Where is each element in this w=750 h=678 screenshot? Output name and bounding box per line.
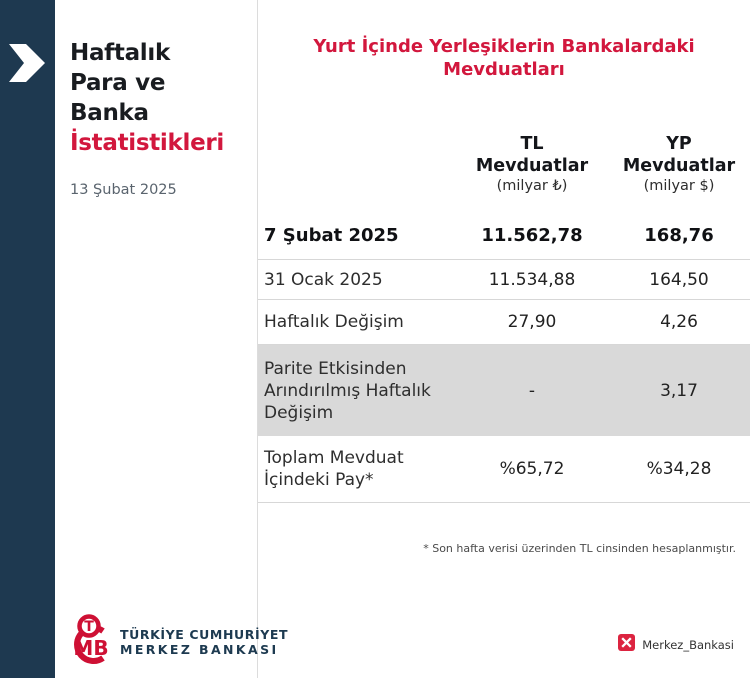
table-row-share-of-total: Toplam Mevduat İçindeki Pay* %65,72 %34,…	[258, 436, 750, 503]
row-label: Haftalık Değişim	[264, 312, 404, 332]
tcmb-emblem-icon: T MB	[64, 614, 114, 670]
chevron-right-icon	[9, 44, 46, 86]
column-header-yp-top: YP	[666, 134, 692, 154]
column-header-tl: TL Mevduatlar (milyar ₺)	[456, 133, 608, 196]
row-label: 31 Ocak 2025	[264, 269, 383, 290]
bank-name-line1: TÜRKİYE CUMHURİYET	[120, 627, 289, 642]
table-footnote: * Son hafta verisi üzerinden TL cinsinde…	[423, 542, 736, 555]
row-value-yp: %34,28	[646, 459, 712, 479]
row-value-tl: 11.534,88	[488, 269, 576, 290]
page-title-line3: Banka	[70, 100, 149, 126]
page-title-accent: İstatistikleri	[70, 130, 225, 156]
row-value-tl: %65,72	[499, 459, 565, 479]
column-header-yp-unit: (milyar $)	[643, 178, 715, 194]
row-value-yp: 164,50	[649, 269, 709, 290]
table-row-weekly-change: Haftalık Değişim 27,90 4,26	[258, 300, 750, 345]
table-row-parity-adjusted-change: Parite Etkisinden Arındırılmış Haftalık …	[258, 345, 750, 436]
main-content: Yurt İçinde Yerleşiklerin Bankalardaki M…	[258, 0, 750, 555]
page-title-line2: Para ve	[70, 70, 166, 96]
column-header-yp-bottom: Mevduatlar	[622, 156, 736, 176]
svg-text:T: T	[84, 619, 94, 635]
row-value-tl: 11.562,78	[481, 225, 583, 246]
tcmb-logo: T MB TÜRKİYE CUMHURİYET MERKEZ BANKASI	[64, 614, 288, 670]
table-header-row: TL Mevduatlar (milyar ₺) YP Mevduatlar (…	[258, 133, 750, 213]
row-value-yp: 4,26	[660, 312, 698, 332]
page-title: Haftalık Para ve Banka İstatistikleri	[70, 38, 256, 158]
column-header-tl-unit: (milyar ₺)	[496, 178, 568, 194]
bank-name-line2: MERKEZ BANKASI	[120, 642, 279, 657]
row-label: Toplam Mevduat İçindeki Pay*	[264, 448, 404, 490]
row-value-tl: 27,90	[507, 312, 557, 332]
row-label: Parite Etkisinden Arındırılmış Haftalık …	[264, 358, 431, 423]
column-header-tl-top: TL	[520, 134, 544, 154]
chart-title: Yurt İçinde Yerleşiklerin Bankalardaki M…	[313, 36, 695, 80]
row-value-tl: -	[528, 380, 536, 401]
row-value-yp: 168,76	[644, 225, 714, 246]
report-date: 13 Şubat 2025	[70, 182, 177, 198]
social-handle-text: Merkez_Bankasi	[642, 637, 734, 652]
x-twitter-icon	[618, 634, 636, 655]
deposits-table: TL Mevduatlar (milyar ₺) YP Mevduatlar (…	[258, 133, 750, 503]
social-handle-block: Merkez_Bankasi	[618, 634, 734, 655]
row-label: 7 Şubat 2025	[264, 225, 399, 246]
column-header-tl-bottom: Mevduatlar	[475, 156, 589, 176]
sidebar-accent-bar	[0, 0, 55, 678]
svg-text:MB: MB	[73, 636, 108, 660]
table-row-current-week: 7 Şubat 2025 11.562,78 168,76	[258, 213, 750, 260]
vertical-divider	[257, 0, 258, 678]
page-title-line1: Haftalık	[70, 40, 170, 66]
column-header-yp: YP Mevduatlar (milyar $)	[608, 133, 750, 196]
left-panel: Haftalık Para ve Banka İstatistikleri 13…	[70, 38, 256, 198]
row-value-yp: 3,17	[660, 380, 698, 401]
table-row-previous-week: 31 Ocak 2025 11.534,88 164,50	[258, 260, 750, 300]
bank-name: TÜRKİYE CUMHURİYET MERKEZ BANKASI	[120, 627, 288, 657]
